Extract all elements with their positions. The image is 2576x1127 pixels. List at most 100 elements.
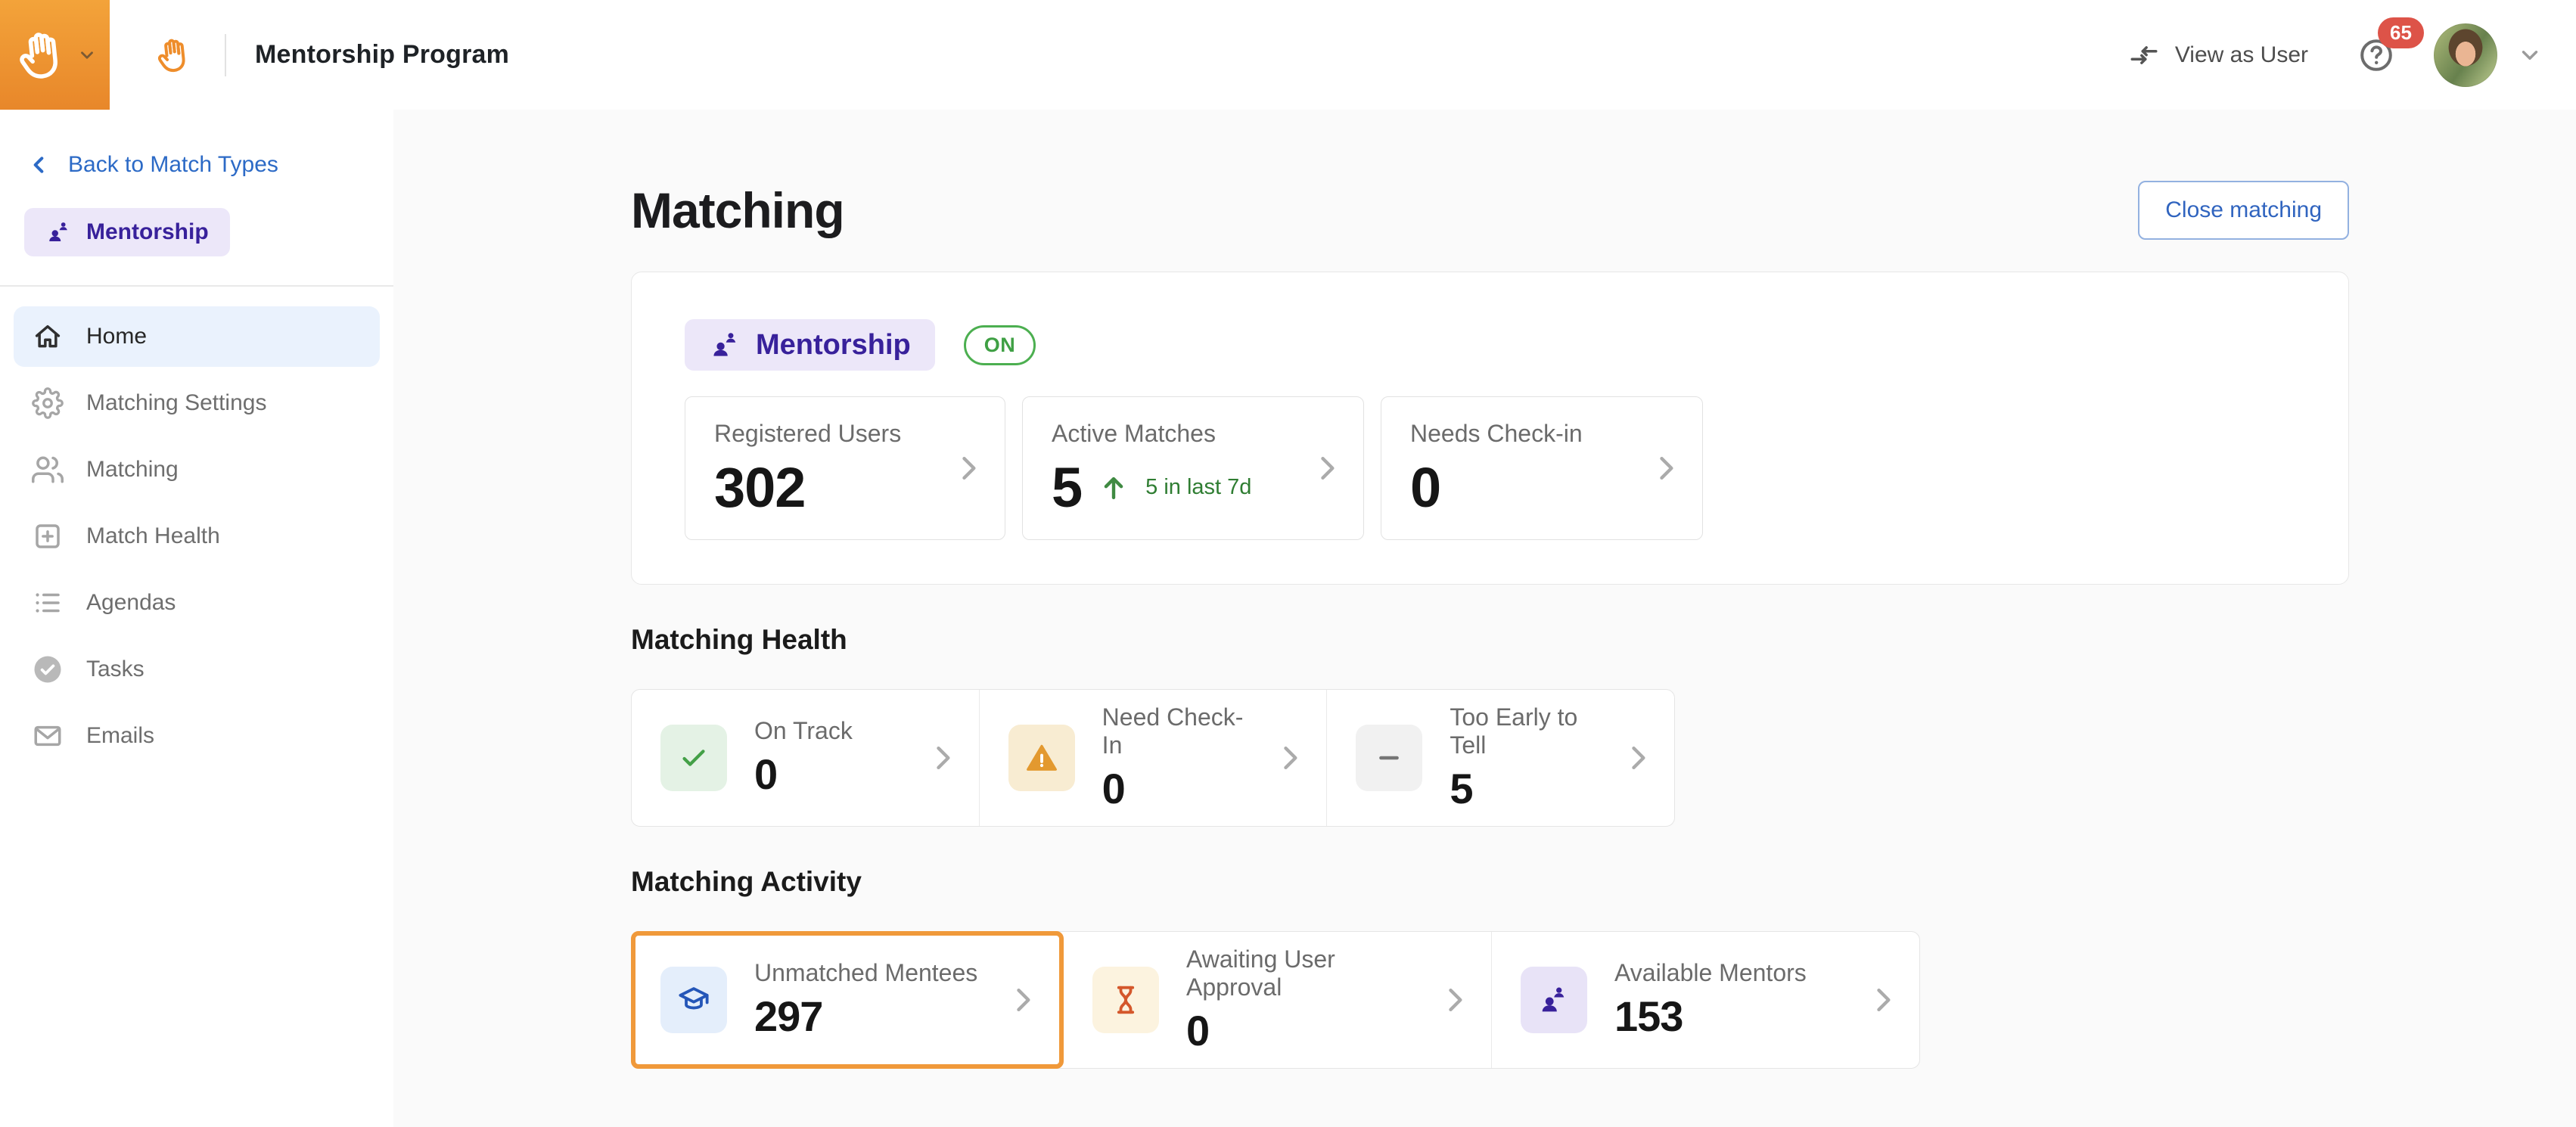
health-value: 0 [1102, 764, 1126, 812]
swap-arrows-icon [2130, 45, 2158, 64]
sidebar-item-tasks[interactable]: Tasks [14, 639, 380, 700]
help-icon [2360, 39, 2392, 71]
close-matching-button[interactable]: Close matching [2138, 181, 2349, 240]
notification-badge: 65 [2378, 17, 2424, 48]
gear-icon [32, 387, 64, 419]
back-to-match-types-link[interactable]: Back to Match Types [0, 152, 393, 178]
warning-triangle-icon [1026, 744, 1057, 771]
home-icon [35, 324, 61, 348]
main-content: Matching Close matching Mentorship [393, 110, 2576, 1127]
activity-value: 153 [1614, 992, 1683, 1040]
hourglass-icon [1117, 986, 1135, 1014]
sidebar-item-agendas[interactable]: Agendas [14, 573, 380, 633]
matching-activity-title: Matching Activity [631, 866, 862, 897]
health-label: On Track [754, 717, 853, 744]
activity-value: 0 [1186, 1006, 1210, 1054]
available-mentors-icon-box [1521, 967, 1587, 1033]
stat-label: Registered Users [714, 420, 902, 447]
workspace-logo-button[interactable] [0, 0, 110, 110]
match-type-badge-label: Mentorship [86, 219, 209, 244]
activity-label: Awaiting User Approval [1186, 945, 1335, 1001]
health-card-need-check-in[interactable]: Need Check-In 0 [980, 690, 1328, 826]
sidebar-item-label: Home [86, 324, 148, 349]
profile-menu-chevron-icon[interactable] [2517, 42, 2543, 68]
too-early-icon-box [1356, 725, 1423, 791]
awaiting-approval-icon-box [1092, 967, 1159, 1033]
overview-match-type-badge: Mentorship [685, 319, 935, 371]
sidebar-item-label: Match Health [86, 523, 220, 548]
activity-card-unmatched-mentees[interactable]: Unmatched Mentees 297 [631, 931, 1064, 1069]
sidebar-item-label: Emails [86, 723, 155, 748]
graduation-cap-icon [679, 987, 709, 1010]
health-card-on-track[interactable]: On Track 0 [632, 690, 980, 826]
sidebar-item-label: Tasks [86, 657, 144, 681]
matching-health-title: Matching Health [631, 624, 847, 655]
activity-card-awaiting-user-approval[interactable]: Awaiting User Approval 0 [1064, 932, 1492, 1068]
chevron-right-icon [1660, 456, 1673, 480]
mentorship-icon [49, 222, 67, 241]
top-header: Mentorship Program View as User 65 [0, 0, 2576, 110]
program-overview-card: Mentorship ON Registered Users 302 Activ… [631, 272, 2349, 585]
user-avatar[interactable] [2434, 23, 2497, 87]
sidebar-item-matching[interactable]: Matching [14, 439, 380, 500]
workspace-chevron-down-icon [80, 51, 93, 59]
mentor-person-icon [1542, 987, 1565, 1012]
sidebar-nav: Home Matching Settings Matching [0, 287, 393, 766]
page-title: Matching [631, 182, 845, 238]
sidebar-item-emails[interactable]: Emails [14, 706, 380, 766]
activity-label: Available Mentors [1614, 959, 1807, 986]
chevron-right-icon [1877, 988, 1891, 1012]
stat-value: 0 [1410, 456, 1441, 519]
title-row: Matching Close matching [631, 181, 2349, 240]
trend-up-arrow-icon [1104, 477, 1123, 499]
stat-card-active-matches[interactable]: Active Matches 5 5 in last 7d [1022, 396, 1364, 540]
view-as-user-label: View as User [2174, 42, 2308, 67]
chevron-right-icon [962, 456, 976, 480]
match-type-badge: Mentorship [24, 208, 230, 256]
help-button[interactable]: 65 [2358, 17, 2424, 73]
chevron-left-icon [33, 157, 44, 173]
mentorship-icon [713, 333, 736, 356]
health-card-too-early-to-tell[interactable]: Too Early to Tell 5 [1327, 690, 1674, 826]
stat-label: Active Matches [1052, 420, 1216, 447]
users-icon [32, 456, 64, 483]
stat-card-registered-users[interactable]: Registered Users 302 [685, 396, 1005, 540]
chevron-right-icon [1632, 746, 1645, 770]
on-track-icon-box [660, 725, 727, 791]
status-pill: ON [963, 324, 1036, 365]
sidebar-item-label: Agendas [86, 590, 176, 615]
stat-card-needs-check-in[interactable]: Needs Check-in 0 [1381, 396, 1703, 540]
health-label: Need Check-In [1102, 703, 1244, 759]
sidebar-item-home[interactable]: Home [14, 306, 380, 367]
matching-health-row: On Track 0 Need Check-In [631, 689, 1675, 827]
unmatched-mentees-icon-box [660, 967, 727, 1033]
trend-text: 5 in last 7d [1145, 475, 1252, 499]
chevron-right-icon [1449, 988, 1462, 1012]
stat-value: 5 [1052, 456, 1083, 519]
envelope-icon [34, 725, 61, 747]
sidebar-item-match-health[interactable]: Match Health [14, 506, 380, 567]
check-icon [682, 750, 705, 766]
chevron-right-icon [936, 746, 950, 770]
overview-badge-label: Mentorship [756, 328, 911, 361]
chevron-right-icon [1284, 746, 1297, 770]
activity-value: 297 [754, 992, 823, 1040]
sidebar: Back to Match Types Mentorship Home [0, 110, 393, 1127]
overview-stats-row: Registered Users 302 Active Matches 5 5 … [685, 396, 2295, 540]
header-divider [225, 33, 226, 76]
view-as-user-button[interactable]: View as User [2128, 39, 2308, 71]
stat-label: Needs Check-in [1410, 420, 1583, 447]
back-link-label: Back to Match Types [68, 152, 278, 177]
sidebar-item-matching-settings[interactable]: Matching Settings [14, 373, 380, 433]
chevron-right-icon [1017, 988, 1030, 1012]
need-check-in-icon-box [1008, 725, 1075, 791]
overview-badge-row: Mentorship ON [685, 319, 2295, 371]
sidebar-item-label: Matching [86, 457, 179, 482]
activity-card-available-mentors[interactable]: Available Mentors 153 [1492, 932, 1919, 1068]
check-circle-icon [34, 656, 61, 683]
activity-label: Unmatched Mentees [754, 959, 978, 986]
chevron-right-icon [1321, 456, 1335, 480]
health-value: 5 [1450, 764, 1473, 812]
list-icon [36, 593, 60, 613]
